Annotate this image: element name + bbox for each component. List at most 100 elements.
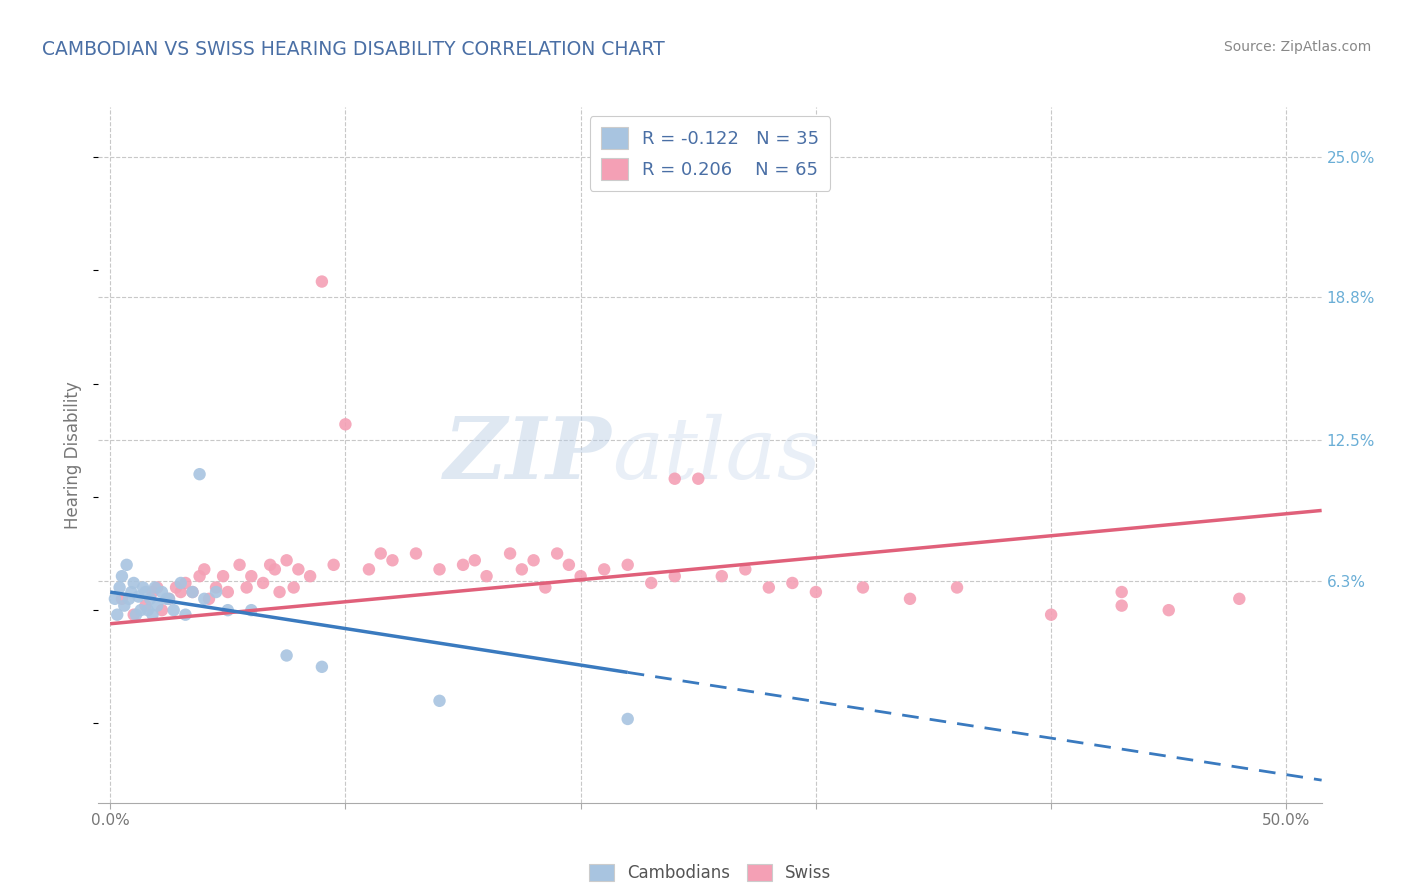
Text: ZIP: ZIP xyxy=(444,413,612,497)
Point xyxy=(217,603,239,617)
Point xyxy=(664,472,686,486)
Point xyxy=(141,607,163,622)
Point xyxy=(1111,585,1133,599)
Point xyxy=(1040,607,1063,622)
Point xyxy=(174,607,197,622)
Point xyxy=(193,591,215,606)
Point xyxy=(451,558,474,572)
Point xyxy=(235,581,257,595)
Point xyxy=(688,472,710,486)
Point xyxy=(212,569,235,583)
Point xyxy=(283,581,305,595)
Point xyxy=(105,607,128,622)
Point xyxy=(616,712,638,726)
Point xyxy=(710,569,733,583)
Point xyxy=(464,553,486,567)
Point xyxy=(852,581,875,595)
Point xyxy=(129,603,152,617)
Point xyxy=(357,562,380,576)
Point xyxy=(120,585,142,599)
Text: atlas: atlas xyxy=(612,414,821,496)
Point xyxy=(205,581,228,595)
Point xyxy=(132,581,155,595)
Point xyxy=(287,562,309,576)
Point xyxy=(174,576,197,591)
Point xyxy=(804,585,827,599)
Point xyxy=(616,558,638,572)
Point xyxy=(146,581,169,595)
Point xyxy=(139,591,162,606)
Point xyxy=(122,607,145,622)
Point xyxy=(276,648,298,663)
Point xyxy=(143,581,166,595)
Point xyxy=(240,603,263,617)
Point xyxy=(125,607,148,622)
Point xyxy=(112,599,135,613)
Point xyxy=(170,576,193,591)
Point xyxy=(122,576,145,591)
Point xyxy=(146,599,169,613)
Point xyxy=(534,581,557,595)
Point xyxy=(163,603,186,617)
Point xyxy=(381,553,404,567)
Point xyxy=(1111,599,1133,613)
Point xyxy=(134,585,156,599)
Point xyxy=(111,569,134,583)
Point xyxy=(127,590,149,604)
Point xyxy=(165,581,187,595)
Point xyxy=(429,562,451,576)
Point xyxy=(136,603,159,617)
Point xyxy=(523,553,546,567)
Legend: Cambodians, Swiss: Cambodians, Swiss xyxy=(582,857,838,888)
Point xyxy=(118,591,141,606)
Point xyxy=(181,585,204,599)
Point xyxy=(193,562,215,576)
Point xyxy=(111,591,134,606)
Point xyxy=(370,547,392,561)
Point xyxy=(546,547,568,561)
Point xyxy=(499,547,522,561)
Point xyxy=(198,591,221,606)
Text: CAMBODIAN VS SWISS HEARING DISABILITY CORRELATION CHART: CAMBODIAN VS SWISS HEARING DISABILITY CO… xyxy=(42,40,665,59)
Y-axis label: Hearing Disability: Hearing Disability xyxy=(65,381,83,529)
Point xyxy=(188,569,211,583)
Point xyxy=(276,553,298,567)
Point xyxy=(569,569,592,583)
Point xyxy=(510,562,533,576)
Point xyxy=(311,275,333,289)
Point xyxy=(322,558,344,572)
Point xyxy=(593,562,616,576)
Point xyxy=(157,591,180,606)
Point xyxy=(150,603,173,617)
Point xyxy=(205,585,228,599)
Point xyxy=(217,585,239,599)
Point xyxy=(134,599,156,613)
Point xyxy=(240,569,263,583)
Point xyxy=(259,558,281,572)
Point xyxy=(429,694,451,708)
Point xyxy=(104,591,127,606)
Point xyxy=(252,576,274,591)
Point xyxy=(115,558,138,572)
Point xyxy=(108,581,131,595)
Point xyxy=(228,558,250,572)
Point xyxy=(335,417,357,432)
Point xyxy=(475,569,498,583)
Point xyxy=(1227,591,1250,606)
Text: Source: ZipAtlas.com: Source: ZipAtlas.com xyxy=(1223,40,1371,54)
Point xyxy=(311,660,333,674)
Point xyxy=(898,591,921,606)
Point xyxy=(150,585,173,599)
Point xyxy=(734,562,756,576)
Point xyxy=(758,581,780,595)
Point xyxy=(405,547,427,561)
Point xyxy=(640,576,662,591)
Point xyxy=(299,569,322,583)
Point xyxy=(263,562,285,576)
Point xyxy=(170,585,193,599)
Point xyxy=(664,569,686,583)
Point xyxy=(946,581,969,595)
Point xyxy=(782,576,804,591)
Point xyxy=(157,591,180,606)
Point xyxy=(269,585,291,599)
